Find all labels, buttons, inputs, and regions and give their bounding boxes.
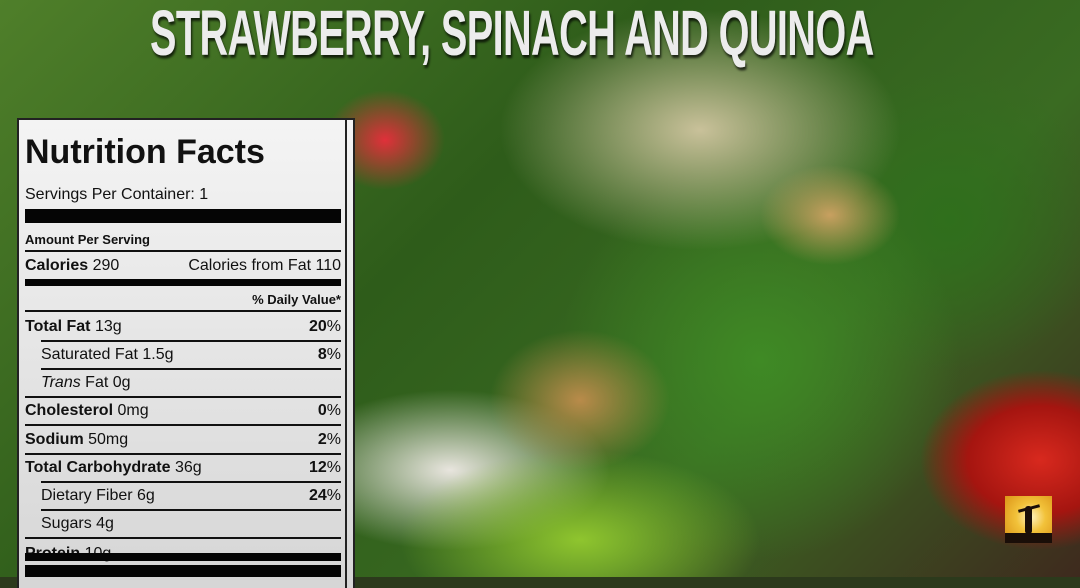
nutrient-row-sugars: Sugars 4g [25,514,341,534]
logo-figure [1025,506,1032,534]
daily-value: 20 [308,318,327,335]
calories-row: Calories 290 Calories from Fat 110 [25,256,341,276]
video-title: STRAWBERRY, SPINACH AND QUINOA [150,0,874,69]
nutrient-row-total-carbohydrate: Total Carbohydrate 36g 12% [25,458,341,478]
daily-value-header: % Daily Value* [252,291,341,307]
divider [41,368,341,370]
daily-value: 0 [317,402,327,419]
percent-sign: % [326,459,341,476]
percent-sign: % [326,431,341,448]
percent-sign: % [326,402,341,419]
nutrient-amount: 13g [94,318,122,335]
nutrient-row-trans-fat: Trans Fat 0g [25,373,341,393]
nutrient-name: Trans [41,374,81,391]
silhouette-sunset-logo [1005,496,1052,543]
divider [25,537,341,539]
calories-label: Calories [25,257,89,274]
nutrient-row-sodium: Sodium 50mg 2% [25,430,341,450]
nutrient-name: Sodium [25,431,84,448]
nutrition-heading: Nutrition Facts [25,132,265,171]
daily-value: 24 [308,487,327,504]
nutrient-amount: 0mg [117,402,149,419]
divider [41,340,341,342]
percent-sign: % [326,318,341,335]
nutrient-amount: 50mg [88,431,129,448]
divider [41,509,341,511]
divider-thick [25,209,341,223]
logo-ground [1005,533,1052,543]
divider [25,396,341,398]
nutrient-amount: 1.5g [142,346,174,363]
divider [25,453,341,455]
divider [25,310,341,312]
nutrition-facts-label: Nutrition Facts Servings Per Container: … [17,118,355,588]
servings-per-container: Servings Per Container: 1 [25,186,209,203]
nutrient-row-saturated-fat: Saturated Fat 1.5g 8% [25,345,341,365]
divider [25,250,341,252]
nutrient-name: Dietary Fiber [41,487,133,504]
amount-per-serving: Amount Per Serving [25,231,150,247]
divider-thick [25,565,341,577]
divider-thick [25,553,341,561]
nutrient-row-total-fat: Total Fat 13g 20% [25,317,341,337]
nutrient-name: Cholesterol [25,402,114,419]
nutrient-amount: 6g [137,487,155,504]
divider [41,481,341,483]
daily-value: 8 [317,346,327,363]
nutrient-name: Saturated Fat [41,346,138,363]
percent-sign: % [326,487,341,504]
calories-value: 290 [92,257,120,274]
divider-medium [25,279,341,286]
nutrient-row-cholesterol: Cholesterol 0mg 0% [25,401,341,421]
nutrient-amount: Fat 0g [85,374,131,391]
nutrient-name: Total Fat [25,318,91,335]
percent-sign: % [326,346,341,363]
nutrient-amount: 36g [174,459,202,476]
calories-from-fat: Calories from Fat 110 [188,257,341,274]
divider [25,424,341,426]
daily-value: 12 [308,459,327,476]
daily-value: 2 [317,431,327,448]
nutrient-name: Total Carbohydrate [25,459,171,476]
nutrient-amount: 4g [96,515,114,532]
nutrient-name: Sugars [41,515,92,532]
nutrient-row-dietary-fiber: Dietary Fiber 6g 24% [25,486,341,506]
